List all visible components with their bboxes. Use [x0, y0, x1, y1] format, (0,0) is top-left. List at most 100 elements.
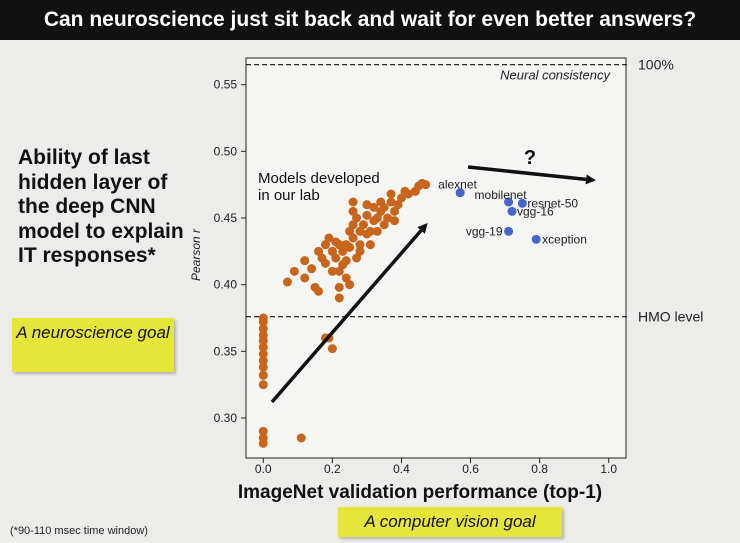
- data-point: [372, 226, 382, 236]
- data-point: [331, 253, 341, 263]
- data-point: [300, 256, 310, 266]
- data-point: [327, 266, 337, 276]
- plot-area: [245, 57, 627, 459]
- data-point: [341, 256, 351, 266]
- reference-right-label: 100%: [638, 57, 674, 73]
- data-point: [383, 213, 393, 223]
- data-point: [314, 286, 324, 296]
- data-point: [393, 200, 403, 210]
- data-point: [369, 202, 379, 212]
- neuroscience-goal-badge: A neuroscience goal: [12, 318, 174, 372]
- data-point: [334, 240, 344, 250]
- data-point: [314, 246, 324, 256]
- data-point: [258, 330, 268, 340]
- reference-right-label: HMO level: [638, 309, 703, 325]
- data-point: [348, 197, 358, 207]
- point-label: vgg-16: [517, 204, 554, 218]
- data-point: [365, 226, 375, 236]
- x-tick-label: 0.2: [324, 462, 341, 476]
- question-mark: ?: [524, 147, 536, 169]
- x-tick-label: 0.6: [462, 462, 479, 476]
- left-description: Ability of last hidden layer of the deep…: [18, 146, 184, 267]
- data-point: [355, 246, 365, 256]
- data-point: [403, 189, 413, 199]
- data-point: [352, 213, 362, 223]
- point-label: mobilenet: [475, 188, 528, 202]
- data-point: [345, 280, 355, 290]
- data-point: [307, 264, 317, 274]
- data-point: [327, 246, 337, 256]
- models-annotation-line1: Models developed: [258, 170, 380, 187]
- y-axis-label: Pearson r: [189, 228, 203, 281]
- data-point: [258, 426, 268, 436]
- data-point: [345, 226, 355, 236]
- future-arrow: [467, 165, 596, 185]
- point-label: xception: [542, 232, 587, 246]
- y-tick-label: 0.50: [214, 144, 238, 158]
- data-point: [372, 213, 382, 223]
- data-point: [455, 188, 465, 198]
- x-tick-label: 0.8: [531, 462, 548, 476]
- data-point: [348, 233, 358, 243]
- y-tick-label: 0.40: [214, 278, 238, 292]
- y-tick-label: 0.35: [214, 344, 238, 358]
- data-point: [358, 220, 368, 230]
- data-point: [504, 226, 514, 236]
- point-label: alexnet: [438, 178, 477, 192]
- data-point: [379, 202, 389, 212]
- data-point: [282, 277, 292, 287]
- computer-vision-goal-badge: A computer vision goal: [338, 507, 562, 537]
- data-point: [324, 233, 334, 243]
- data-point: [258, 356, 268, 366]
- data-point: [352, 253, 362, 263]
- models-annotation-line2: in our lab: [258, 187, 320, 204]
- data-point: [507, 206, 517, 216]
- data-point: [258, 342, 268, 352]
- data-point: [334, 266, 344, 276]
- data-point: [390, 206, 400, 216]
- data-point: [258, 370, 268, 380]
- reference-lines: Neural consistency 100% HMO level: [246, 57, 703, 325]
- x-tick-label: 0.0: [255, 462, 272, 476]
- x-axis-label: ImageNet validation performance (top-1): [237, 482, 603, 503]
- data-point: [258, 313, 268, 323]
- data-point: [348, 220, 358, 230]
- y-tick-label: 0.45: [214, 211, 238, 225]
- data-point: [320, 258, 330, 268]
- data-point: [379, 220, 389, 230]
- data-point: [258, 433, 268, 443]
- point-label: vgg-19: [466, 224, 503, 238]
- footnote: (*90-110 msec time window): [10, 525, 148, 537]
- data-point: [421, 180, 431, 190]
- data-points: [258, 178, 541, 448]
- data-point: [362, 210, 372, 220]
- data-point: [517, 198, 527, 208]
- data-point: [300, 273, 310, 283]
- data-point: [289, 266, 299, 276]
- data-point: [334, 293, 344, 303]
- data-point: [390, 216, 400, 226]
- data-point: [296, 433, 306, 443]
- y-tick-label: 0.55: [214, 78, 238, 92]
- data-point: [355, 226, 365, 236]
- data-point: [362, 200, 372, 210]
- data-point: [334, 282, 344, 292]
- progress-arrow: [270, 222, 428, 404]
- data-point: [258, 324, 268, 334]
- x-tick-label: 0.4: [393, 462, 410, 476]
- chart-axes: 0.0 0.2 0.4 0.6 0.8 1.0 0.30 0.35 0.40 0.45 0.50 0.…: [189, 57, 627, 476]
- data-point: [258, 349, 268, 359]
- data-point: [386, 189, 396, 199]
- data-point: [355, 240, 365, 250]
- data-point: [338, 246, 348, 256]
- data-point: [504, 197, 514, 207]
- data-point: [386, 197, 396, 207]
- data-point: [348, 206, 358, 216]
- data-point: [327, 344, 337, 354]
- data-point: [396, 193, 406, 203]
- point-label: resnet-50: [527, 196, 578, 210]
- reference-line-label: Neural consistency: [500, 68, 611, 83]
- data-point: [531, 234, 541, 244]
